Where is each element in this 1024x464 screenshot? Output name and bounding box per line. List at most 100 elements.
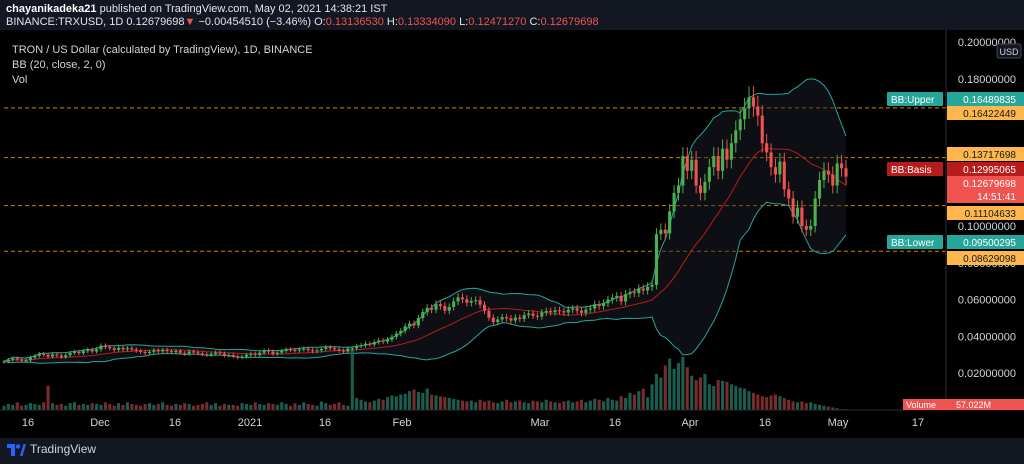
candle-body [531,313,535,316]
volume-bar [350,350,354,410]
horizontal-levels [4,107,946,252]
volume-bar [37,404,41,410]
candle-body [236,356,240,358]
candle-body [209,353,213,356]
volume-label-name-box [903,399,947,410]
volume-bar [134,404,138,410]
volume-bar [165,404,169,410]
volume-bar [756,394,760,410]
volume-bar [760,396,764,410]
candle-body [579,310,584,313]
volume-label-name: Volume [906,400,936,410]
price-label-box [947,206,1024,220]
candle-body [152,350,156,352]
candle-body [42,353,46,355]
volume-bar [549,401,553,410]
candle-body [77,351,81,354]
candle-body [324,347,328,349]
candle-body [416,318,420,326]
volume-bar [28,403,32,410]
volume-bar [668,358,672,410]
chart-background [0,30,1024,438]
price-chart[interactable]: 0.200000000.180000000.160000000.14000000… [0,30,1024,438]
volume-bar [333,404,337,410]
price-label-name: BB:Upper [891,95,935,106]
candle-body [244,354,249,357]
price-labels: 0.16489835 BB:Upper 0.16422449 0.13717698 0.… [887,92,1024,265]
volume-bar [712,386,716,410]
candle-body [249,353,253,355]
candle-body [443,306,447,311]
volume-bar [161,402,165,410]
volume-bar [566,400,570,410]
volume-bar [500,401,504,410]
volume-bar [615,400,619,410]
candle-body [690,159,694,171]
candle-body [685,156,689,171]
volume-bar [434,395,438,410]
volume-bar [460,400,465,410]
candle-body [557,310,561,312]
volume-bar [81,404,85,410]
volume-bar [513,401,517,410]
volume-bar [341,404,345,410]
volume-bar [624,398,628,410]
volume-bar [831,407,835,410]
candle-body [549,311,553,313]
candle-body [826,170,830,175]
chart-canvas[interactable]: 0.200000000.180000000.160000000.14000000… [0,30,1024,438]
candle-body [196,352,200,354]
volume-bar [482,401,487,410]
volume-bar [2,405,6,410]
candle-body [430,307,434,310]
volume-bar [205,402,209,410]
volume-bar [289,405,293,410]
candle-body [231,354,235,357]
volume-bar [231,404,235,410]
time-tick-label: Dec [90,417,110,429]
candle-body [20,359,24,361]
candle-body [134,349,138,351]
volume-bar [24,404,28,410]
candle-body [641,288,645,291]
candle-body [694,159,698,186]
footer: TradingView [0,438,1024,464]
candle-body [447,306,451,311]
volume-bar [496,403,500,410]
volume-bar [544,399,548,410]
candle-body [328,347,332,349]
candle-body [112,348,116,350]
candle-body [297,349,301,351]
time-axis[interactable]: 16 Dec 16 2021 16 Feb Mar 16 Apr 16 May 17 [22,417,924,429]
volume-label-value: 57.022M [956,400,991,410]
candle-body [628,292,632,295]
volume-bar [685,367,689,410]
candle-body [337,349,341,351]
volume-bar [729,384,733,410]
volume-bar [192,405,196,410]
volume-bar [112,405,116,410]
price-change: −0.00454510 (−3.46%) [198,16,312,28]
candle-body [200,353,204,355]
candle-body [460,297,465,300]
candle-body [659,229,663,235]
tradingview-logo[interactable]: TradingView [6,442,96,457]
volume-bar [222,404,226,410]
author-name[interactable]: chayanikadeka21 [6,3,97,15]
candle-body [363,343,368,346]
currency-badge[interactable]: USD [996,43,1022,59]
currency-badge-box [996,43,1022,59]
time-tick-label: 17 [912,417,924,429]
volume-bar [42,402,46,410]
open-label: O: [314,16,326,28]
tradingview-logo-icon [7,443,26,456]
volume-bar [77,404,81,410]
candle-body [698,185,703,193]
candle-body [187,351,191,354]
volume-bar [117,403,121,410]
volume-bar [253,402,257,410]
volume-bar [68,403,72,410]
volume-bar [46,386,50,410]
candle-body [24,360,28,362]
candle-body [615,295,619,298]
